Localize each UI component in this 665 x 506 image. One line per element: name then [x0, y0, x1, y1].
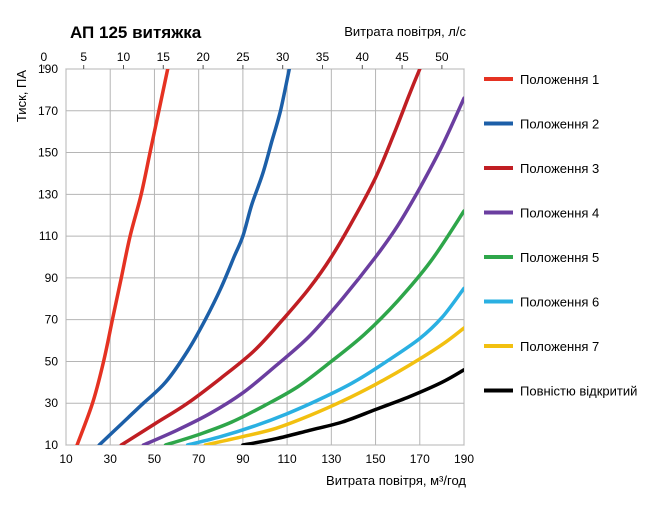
x-tick-label-bottom: 110: [278, 452, 297, 466]
x-tick-label-bottom: 190: [454, 452, 474, 466]
series-line-2: [97, 69, 292, 445]
x-tick-label-top: 5: [80, 50, 87, 64]
y-tick-labels: 10 30 50 70 90 110 130 150 170 190: [38, 62, 58, 452]
x-tick-label-top: 25: [236, 50, 250, 64]
y-tick-label: 50: [45, 354, 59, 368]
chart-title: АП 125 витяжка: [70, 23, 202, 42]
x-tick-label-bottom: 150: [366, 452, 386, 466]
y-tick-label: 30: [45, 396, 59, 410]
x-tick-label-top: 10: [117, 50, 131, 64]
x-axis-label-bottom: Витрата повітря, м³/год: [326, 473, 466, 488]
series-line-5: [163, 209, 464, 445]
series-line-1: [75, 69, 170, 445]
y-tick-label: 10: [45, 438, 59, 452]
y-tick-label: 150: [38, 146, 58, 160]
y-tick-label: 70: [45, 313, 59, 327]
x-tick-label-top: 15: [157, 50, 171, 64]
x-tick-label-top: 40: [356, 50, 370, 64]
y-tick-label: 110: [39, 229, 58, 243]
legend-label-6: Положення 6: [520, 295, 599, 310]
x-tick-label-bottom: 90: [236, 452, 250, 466]
legend-label-7: Положення 7: [520, 339, 599, 354]
x-tick-label-bottom: 30: [104, 452, 118, 466]
legend-label-4: Положення 4: [520, 206, 599, 221]
x-tick-label-bottom: 170: [410, 452, 430, 466]
x-tick-label-top: 35: [316, 50, 330, 64]
legend-label-1: Положення 1: [520, 72, 599, 87]
series-line-7: [203, 326, 464, 445]
x-tick-label-bottom: 50: [148, 452, 162, 466]
legend-label-2: Положення 2: [520, 117, 599, 132]
x-tick-label-top: 20: [196, 50, 210, 64]
y-tick-label: 190: [38, 62, 58, 76]
x-tick-label-top: 45: [395, 50, 409, 64]
plot-area: [65, 68, 465, 446]
legend-label-5: Положення 5: [520, 250, 599, 265]
x-axis-label-top: Витрата повітря, л/с: [344, 24, 466, 39]
series-lines: [75, 69, 464, 445]
series-line-3: [119, 69, 422, 445]
legend: Положення 1 Положення 2 Положення 3 Положен…: [484, 72, 637, 399]
x-tick-label-top: 50: [435, 50, 449, 64]
x-tick-top-labels: 0 5 10 15 20 25 30 35 40 45 50: [41, 50, 449, 64]
y-tick-label: 90: [45, 271, 59, 285]
y-tick-label: 130: [38, 187, 58, 201]
series-line-8: [241, 368, 464, 445]
x-tick-label-bottom: 70: [192, 452, 206, 466]
x-tick-label-bottom: 130: [321, 452, 341, 466]
x-tick-label-top: 30: [276, 50, 290, 64]
x-tick-label-bottom: 10: [59, 452, 73, 466]
legend-label-8: Повністю відкритий: [520, 384, 637, 399]
y-tick-label: 170: [38, 104, 58, 118]
legend-label-3: Положення 3: [520, 161, 599, 176]
series-line-4: [141, 96, 464, 445]
y-axis-label: Тиск, ПА: [14, 70, 29, 122]
x-tick-bottom-labels: 10 30 50 70 90 110 130 150 170 190: [59, 452, 474, 466]
series-line-6: [185, 286, 464, 445]
x-tick-label-top: 0: [41, 50, 48, 64]
